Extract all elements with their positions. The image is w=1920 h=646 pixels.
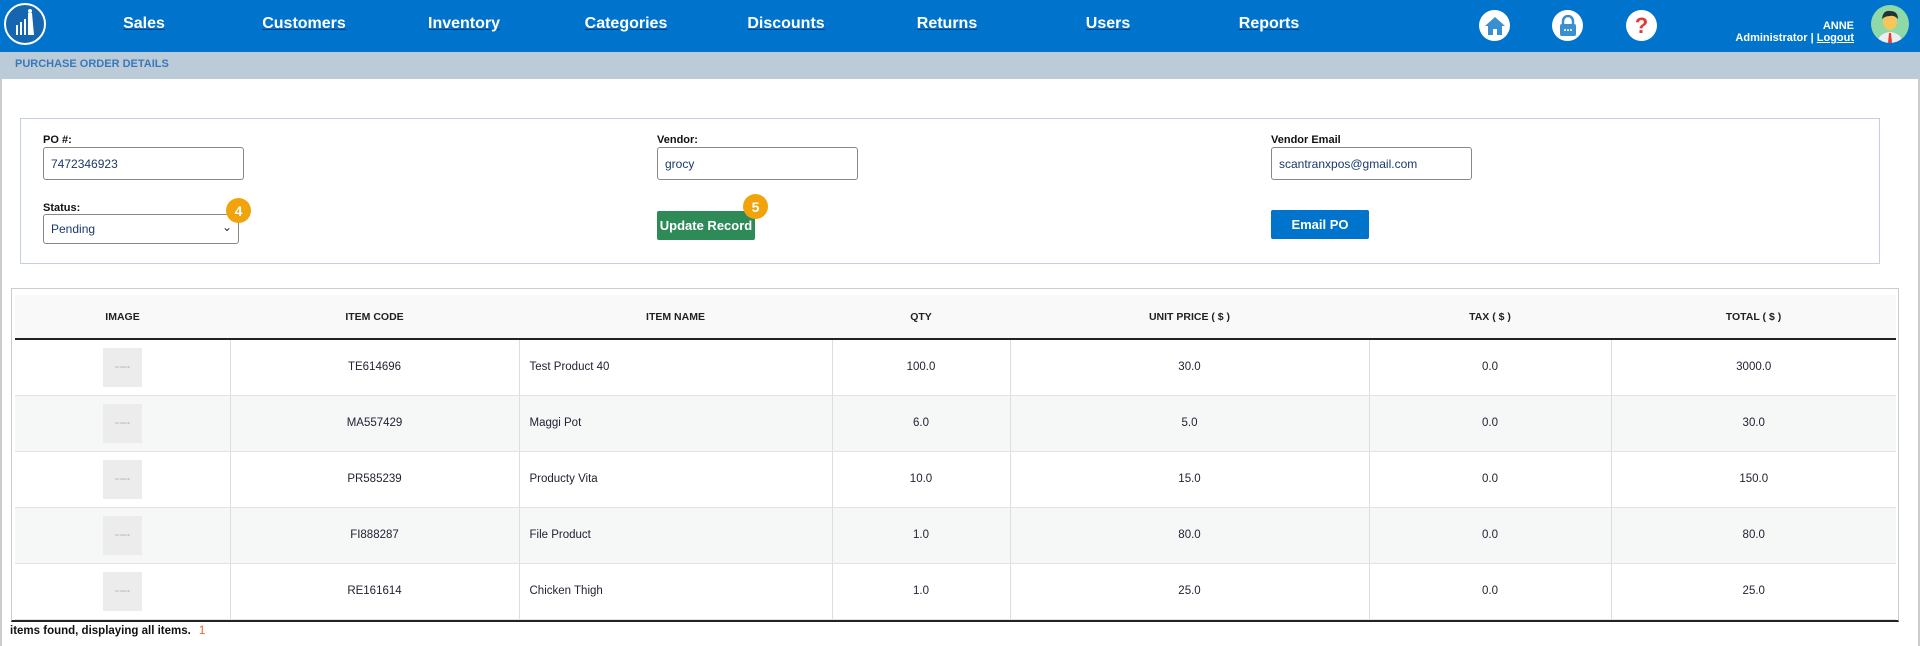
- cell-image: NO IMAGE: [15, 339, 231, 396]
- cell-tax: 0.0: [1369, 339, 1612, 396]
- table-row: NO IMAGE FI888287 File Product 1.0 80.0 0.0 80…: [15, 507, 1896, 564]
- table-row: NO IMAGE PR585239 Producty Vita 10.0 15.0 0.0…: [15, 451, 1896, 508]
- results-text: items found, displaying all items.: [10, 625, 191, 637]
- po-label: PO #:: [43, 134, 72, 146]
- expand-icon[interactable]: ⌟: [1890, 290, 1894, 299]
- no-image-placeholder: NO IMAGE: [102, 515, 142, 555]
- nav-categories[interactable]: Categories: [584, 15, 668, 32]
- nav-reports[interactable]: Reports: [1238, 15, 1300, 32]
- cell-item-name: Maggi Pot: [519, 395, 833, 452]
- cell-item-name: Test Product 40: [519, 339, 833, 396]
- table-row: NO IMAGE RE161614 Chicken Thigh 1.0 25.0 0.0 2…: [15, 563, 1896, 620]
- cell-total: 150.0: [1611, 451, 1896, 508]
- cell-total: 25.0: [1611, 563, 1896, 620]
- cell-image: NO IMAGE: [15, 451, 231, 508]
- header-item-name: ITEM NAME: [519, 295, 832, 340]
- cell-item-name: Producty Vita: [519, 451, 833, 508]
- page-title: PURCHASE ORDER DETAILS: [0, 52, 1920, 79]
- cell-qty: 100.0: [832, 339, 1011, 396]
- cell-qty: 6.0: [832, 395, 1011, 452]
- cell-image: NO IMAGE: [15, 563, 231, 620]
- header-unit-price: UNIT PRICE ( $ ): [1010, 295, 1369, 340]
- nav-customers[interactable]: Customers: [262, 15, 346, 32]
- cell-unit-price: 5.0: [1010, 395, 1370, 452]
- lock-icon[interactable]: [1552, 10, 1583, 41]
- chevron-down-icon: ⌄: [221, 220, 232, 234]
- header-tax: TAX ( $ ): [1369, 295, 1611, 340]
- cell-image: NO IMAGE: [15, 507, 231, 564]
- no-image-placeholder: NO IMAGE: [102, 459, 142, 499]
- cell-item-name: Chicken Thigh: [519, 563, 833, 620]
- user-name: ANNE: [1822, 20, 1854, 32]
- cell-tax: 0.0: [1369, 395, 1612, 452]
- cell-tax: 0.0: [1369, 451, 1612, 508]
- cell-total: 3000.0: [1611, 339, 1896, 396]
- status-label: Status:: [43, 202, 81, 214]
- content-frame: [0, 79, 1920, 646]
- no-image-placeholder: NO IMAGE: [102, 571, 142, 611]
- cell-unit-price: 25.0: [1010, 563, 1370, 620]
- cell-item-code: MA557429: [230, 395, 520, 452]
- cell-item-code: FI888287: [230, 507, 520, 564]
- vendor-input[interactable]: grocy: [657, 147, 858, 180]
- logo[interactable]: [4, 3, 46, 45]
- items-table: IMAGE ITEM CODE ITEM NAME QTY UNIT PRICE…: [15, 295, 1896, 620]
- cell-item-name: File Product: [519, 507, 833, 564]
- logout-link[interactable]: Logout: [1816, 32, 1854, 44]
- step-badge-4: 4: [226, 198, 251, 223]
- update-record-button[interactable]: Update Record: [657, 211, 755, 240]
- cell-unit-price: 15.0: [1010, 451, 1370, 508]
- vendor-email-label: Vendor Email: [1271, 134, 1341, 146]
- cell-item-code: PR585239: [230, 451, 520, 508]
- results-count: 1: [198, 625, 206, 637]
- user-info: ANNE Administrator | Logout: [1735, 20, 1854, 44]
- nav-discounts[interactable]: Discounts: [747, 15, 825, 32]
- cell-unit-price: 80.0: [1010, 507, 1370, 564]
- header-item-code: ITEM CODE: [230, 295, 519, 340]
- nav-sales[interactable]: Sales: [123, 15, 165, 32]
- cell-total: 80.0: [1611, 507, 1896, 564]
- cell-qty: 1.0: [832, 563, 1011, 620]
- separator: |: [1810, 32, 1814, 44]
- nav-users[interactable]: Users: [1085, 15, 1131, 32]
- po-form: [20, 118, 1880, 264]
- cell-tax: 0.0: [1369, 563, 1612, 620]
- table-row: NO IMAGE TE614696 Test Product 40 100.0 30.0…: [15, 339, 1896, 396]
- nav-returns[interactable]: Returns: [916, 15, 978, 32]
- no-image-placeholder: NO IMAGE: [102, 347, 142, 387]
- vendor-label: Vendor:: [657, 134, 698, 146]
- header-image: IMAGE: [15, 295, 230, 340]
- cell-total: 30.0: [1611, 395, 1896, 452]
- status-value: Pending: [51, 222, 96, 236]
- items-table-container: ⌟ IMAGE ITEM CODE ITEM NAME QTY UNIT PRI…: [11, 288, 1899, 622]
- cell-qty: 1.0: [832, 507, 1011, 564]
- header-qty: QTY: [832, 295, 1010, 340]
- table-row: NO IMAGE MA557429 Maggi Pot 6.0 5.0 0.0 30.0: [15, 395, 1896, 452]
- step-badge-5: 5: [743, 194, 768, 219]
- cell-image: NO IMAGE: [15, 395, 231, 452]
- vendor-email-input[interactable]: scantranxpos@gmail.com: [1271, 147, 1472, 180]
- cell-tax: 0.0: [1369, 507, 1612, 564]
- cell-item-code: TE614696: [230, 339, 520, 396]
- cell-qty: 10.0: [832, 451, 1011, 508]
- cell-item-code: RE161614: [230, 563, 520, 620]
- avatar[interactable]: [1871, 5, 1909, 43]
- nav-inventory[interactable]: Inventory: [427, 15, 501, 32]
- po-number-input[interactable]: 7472346923: [43, 147, 244, 180]
- no-image-placeholder: NO IMAGE: [102, 403, 142, 443]
- top-nav: Sales Customers Inventory Categories Dis…: [0, 0, 1920, 52]
- cell-unit-price: 30.0: [1010, 339, 1370, 396]
- results-footer: items found, displaying all items. 1: [10, 625, 205, 637]
- status-select[interactable]: Pending ⌄: [43, 214, 239, 244]
- help-icon[interactable]: ?: [1626, 10, 1657, 41]
- home-icon[interactable]: [1479, 10, 1510, 41]
- user-role: Administrator: [1735, 32, 1808, 44]
- header-total: TOTAL ( $ ): [1611, 295, 1896, 340]
- email-po-button[interactable]: Email PO: [1271, 210, 1369, 239]
